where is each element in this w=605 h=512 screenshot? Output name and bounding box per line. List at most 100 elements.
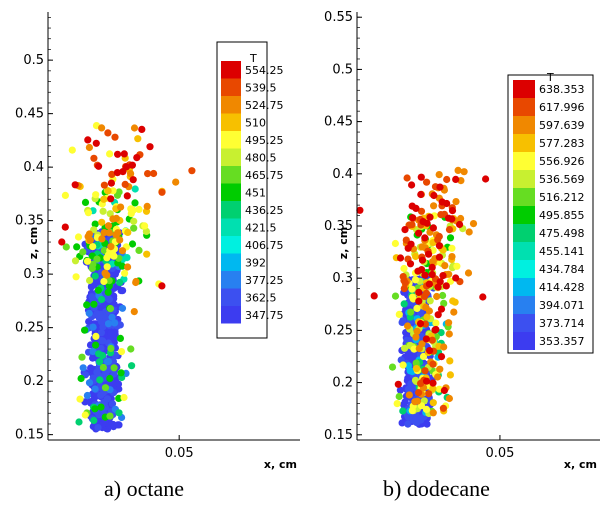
data-point: [97, 403, 105, 411]
data-point: [188, 167, 196, 175]
legend-swatch: [513, 206, 535, 224]
data-point: [103, 263, 111, 271]
data-point: [434, 311, 442, 319]
data-point: [103, 395, 111, 403]
data-point: [86, 276, 94, 285]
data-point: [452, 198, 460, 206]
data-point: [396, 386, 404, 394]
data-point: [111, 133, 119, 141]
data-point: [68, 146, 76, 154]
data-point: [118, 304, 127, 312]
data-point: [81, 326, 89, 334]
data-point: [391, 239, 399, 248]
legend-level-label: 434.784: [539, 263, 585, 276]
data-point: [415, 389, 423, 397]
legend-swatch: [221, 131, 241, 149]
y-tick-label: 0.3: [23, 267, 44, 282]
legend-level-label: 524.75: [245, 99, 284, 112]
data-point: [95, 350, 103, 358]
data-point: [409, 214, 417, 222]
data-point: [61, 223, 69, 231]
data-point: [109, 420, 117, 429]
data-point: [391, 292, 400, 300]
legend-swatch: [221, 96, 241, 114]
legend-swatch: [221, 236, 241, 254]
data-point: [91, 405, 99, 413]
data-point: [107, 179, 115, 187]
legend-level-label: 510: [245, 116, 266, 129]
chart-dodecane: 0.15 0.2 0.25 0.3 0.35 0.4 0.45 0.5 0.55 0.05 z, …: [324, 10, 600, 471]
data-point: [412, 333, 420, 341]
data-point: [421, 234, 429, 242]
legend-swatch: [513, 152, 535, 170]
data-point: [116, 334, 124, 342]
data-point: [108, 313, 116, 321]
legend-level-label: 536.569: [539, 173, 585, 186]
data-point: [135, 205, 143, 213]
data-point: [404, 420, 412, 428]
data-point: [96, 376, 104, 384]
data-point: [84, 136, 92, 144]
legend-level-label: 377.25: [245, 274, 284, 287]
legend-swatch: [221, 271, 241, 289]
data-point: [115, 409, 123, 417]
data-point: [105, 282, 113, 290]
legend-level-label: 480.5: [245, 151, 277, 164]
y-tick-label: 0.15: [15, 428, 44, 443]
data-point: [417, 173, 425, 181]
data-point: [61, 191, 69, 199]
data-point: [448, 207, 457, 215]
data-point: [429, 379, 437, 387]
data-point: [439, 404, 447, 412]
data-point: [132, 278, 140, 287]
data-point: [89, 243, 97, 251]
data-point: [85, 143, 93, 152]
data-point: [426, 297, 434, 305]
data-point: [408, 202, 416, 210]
data-point: [104, 357, 112, 365]
data-point: [128, 240, 137, 248]
data-point: [437, 305, 446, 313]
legend-title: T: [249, 52, 257, 65]
data-point: [448, 244, 456, 252]
data-point: [469, 220, 478, 228]
data-point: [419, 218, 427, 226]
data-point: [440, 299, 448, 307]
data-point: [124, 228, 132, 236]
data-point: [94, 286, 102, 294]
data-point: [130, 124, 139, 132]
legend-level-label: 394.071: [539, 299, 585, 312]
legend-swatch: [513, 314, 535, 332]
data-point: [100, 181, 108, 189]
data-point: [97, 329, 105, 337]
data-point: [415, 297, 423, 305]
data-point: [83, 391, 91, 400]
data-point: [114, 150, 122, 158]
data-point: [441, 262, 449, 270]
data-point: [135, 246, 143, 254]
data-point: [134, 135, 142, 143]
legend-level-label: 554.25: [245, 64, 284, 77]
data-point: [81, 198, 90, 206]
data-point: [122, 163, 130, 171]
data-point: [83, 301, 91, 309]
legend-octane: T 554.25 539.5 524.75 510 495.25 480.5 465.75 4…: [216, 41, 284, 339]
data-point: [450, 308, 458, 316]
data-point: [92, 139, 100, 147]
legend-level-label: 353.357: [539, 335, 585, 348]
data-point: [399, 361, 407, 369]
data-point: [446, 234, 455, 242]
data-point: [97, 337, 106, 345]
data-point: [71, 181, 79, 189]
data-point: [388, 363, 397, 371]
data-point: [116, 278, 124, 287]
data-point: [127, 345, 135, 353]
y-tick-label: 0.5: [23, 53, 44, 68]
legend-level-label: 577.283: [539, 137, 585, 150]
data-point: [443, 199, 451, 208]
data-point: [117, 369, 125, 377]
data-point: [146, 143, 154, 151]
data-point: [443, 175, 451, 184]
data-point: [72, 273, 80, 281]
y-tick-label: 0.45: [324, 115, 353, 130]
